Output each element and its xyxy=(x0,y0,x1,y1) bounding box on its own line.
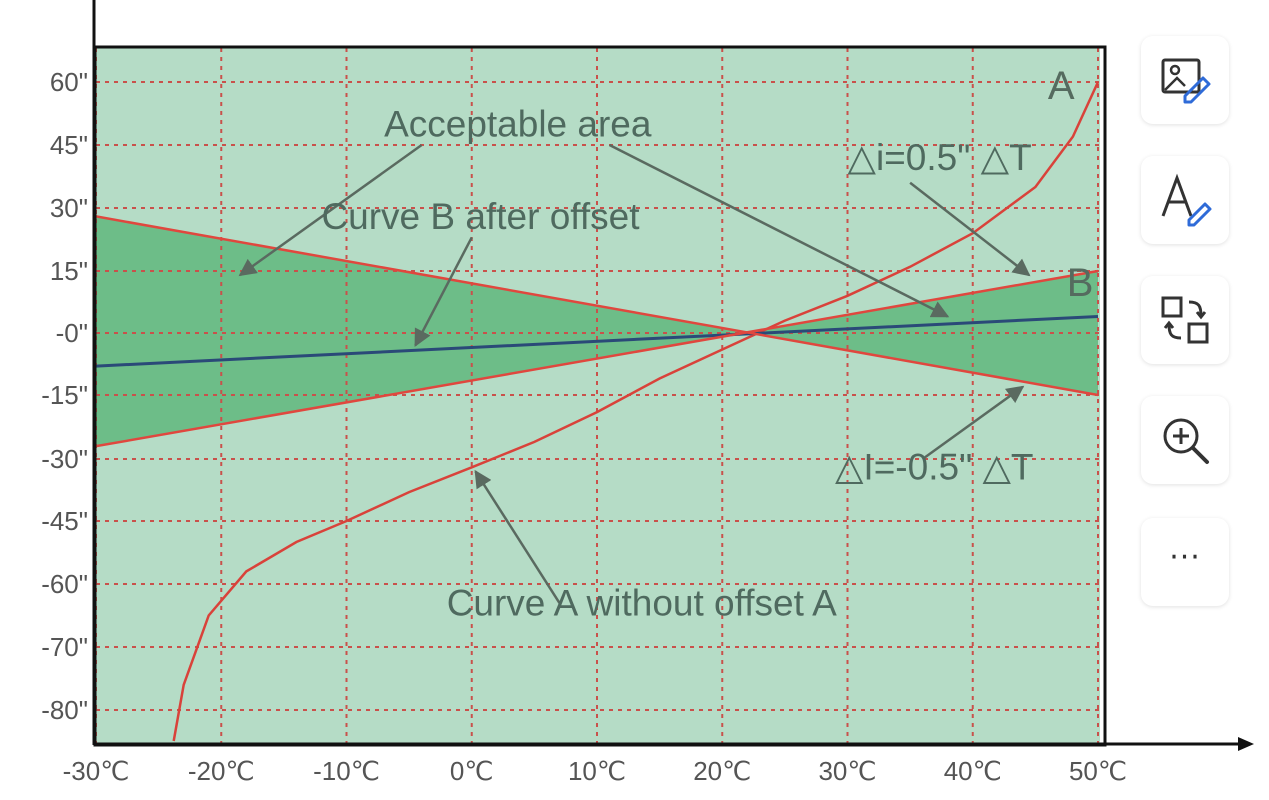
annotation-arrow xyxy=(921,385,1025,461)
annotation-label: △i=0.5" △T xyxy=(848,137,1032,178)
series-layer xyxy=(96,81,1100,742)
y-tick-label: -60" xyxy=(41,569,88,599)
x-tick-label: 0℃ xyxy=(450,756,494,786)
annotation-label: Acceptable area xyxy=(384,104,652,145)
annotation-label: △I=-0.5" △T xyxy=(835,447,1034,488)
series-label: B xyxy=(1067,261,1094,305)
series-a-curve xyxy=(172,81,1100,742)
y-tick-label: -0" xyxy=(56,318,88,348)
text-edit-icon xyxy=(1161,173,1212,227)
series-label: A xyxy=(1048,64,1075,108)
y-tick-label: -15" xyxy=(41,380,88,410)
y-tick-label: 15" xyxy=(50,256,88,286)
y-tick-label: -70" xyxy=(41,632,88,662)
annotation-text-layer: Acceptable area Curve B after offset △i=0.… xyxy=(321,64,1093,624)
tick-labels-layer: 60" 45" 30" 15" -0" -15" -30" -45" -60" -70" -80" -… xyxy=(41,67,1127,786)
x-tick-label: 40℃ xyxy=(944,756,1002,786)
zoom-in-icon xyxy=(1163,418,1209,464)
annotation-arrow xyxy=(238,143,423,277)
plot-frame xyxy=(93,45,1107,747)
image-edit-icon xyxy=(1161,58,1211,104)
x-tick-label: -10℃ xyxy=(313,756,380,786)
swap-button[interactable] xyxy=(1141,276,1229,364)
annotation-arrow xyxy=(474,469,561,604)
image-edit-button[interactable] xyxy=(1141,36,1229,124)
y-tick-label: -30" xyxy=(41,444,88,474)
acceptable-band-right xyxy=(744,271,1098,395)
more-button[interactable]: ··· xyxy=(1141,518,1229,606)
annotation-arrow xyxy=(909,181,1031,277)
x-tick-label: 20℃ xyxy=(693,756,751,786)
text-edit-button[interactable] xyxy=(1141,156,1229,244)
zoom-in-button[interactable] xyxy=(1141,396,1229,484)
upper-limit-line xyxy=(96,215,1099,397)
annotation-arrow-layer xyxy=(238,143,1031,604)
y-tick-label: -80" xyxy=(41,695,88,725)
swap-icon xyxy=(1161,296,1209,344)
x-axis-arrow-icon xyxy=(1238,737,1254,751)
y-tick-label: 30" xyxy=(50,193,88,223)
y-tick-label: 60" xyxy=(50,67,88,97)
y-tick-label: 45" xyxy=(50,130,88,160)
annotation-arrow xyxy=(414,236,473,347)
x-tick-label: -30℃ xyxy=(63,756,130,786)
annotation-arrow xyxy=(608,143,950,318)
x-tick-label: 10℃ xyxy=(568,756,626,786)
x-tick-label: 30℃ xyxy=(818,756,876,786)
y-tick-label: -45" xyxy=(41,506,88,536)
x-tick-label: -20℃ xyxy=(188,756,255,786)
lower-limit-line xyxy=(96,269,1099,448)
x-tick-label: 50℃ xyxy=(1069,756,1127,786)
annotation-label: Curve A without offset A xyxy=(447,583,837,624)
series-b-line xyxy=(96,315,1099,368)
annotation-label: Curve B after offset xyxy=(321,196,640,237)
more-icon: ··· xyxy=(1169,540,1201,575)
